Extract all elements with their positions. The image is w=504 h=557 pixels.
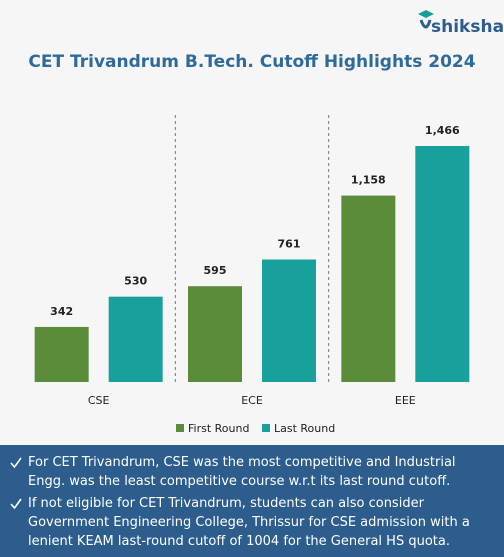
bar [108, 296, 163, 382]
check-icon [10, 498, 22, 510]
value-label: 1,158 [351, 174, 386, 187]
bar [341, 195, 396, 382]
value-label: 761 [278, 237, 301, 250]
chart: shiksha CET Trivandrum B.Tech. Cutoff Hi… [28, 10, 504, 435]
value-label: 530 [124, 275, 147, 288]
legend-swatch [176, 424, 184, 432]
note-text: For CET Trivandrum, CSE was the most com… [28, 455, 456, 489]
value-label: 595 [204, 264, 227, 277]
legend-label: Last Round [274, 422, 335, 435]
bar [188, 286, 242, 382]
bar [415, 146, 470, 382]
bar [34, 326, 89, 382]
note: If not eligible for CET Trivandrum, stud… [10, 494, 496, 551]
legend-swatch [262, 424, 270, 432]
legend-label: First Round [188, 422, 249, 435]
logo-icon [418, 10, 434, 29]
check-icon [10, 457, 22, 469]
logo-text: shiksha [431, 17, 504, 37]
note: For CET Trivandrum, CSE was the most com… [10, 453, 496, 491]
x-tick-label: ECE [241, 394, 263, 407]
chart-title: CET Trivandrum B.Tech. Cutoff Highlights… [28, 52, 475, 72]
notes-box: For CET Trivandrum, CSE was the most com… [0, 445, 504, 557]
value-label: 342 [50, 305, 73, 318]
x-tick-label: EEE [395, 394, 416, 407]
value-label: 1,466 [425, 124, 460, 137]
note-text: If not eligible for CET Trivandrum, stud… [28, 496, 470, 549]
x-tick-label: CSE [88, 394, 110, 407]
bar [262, 259, 316, 382]
